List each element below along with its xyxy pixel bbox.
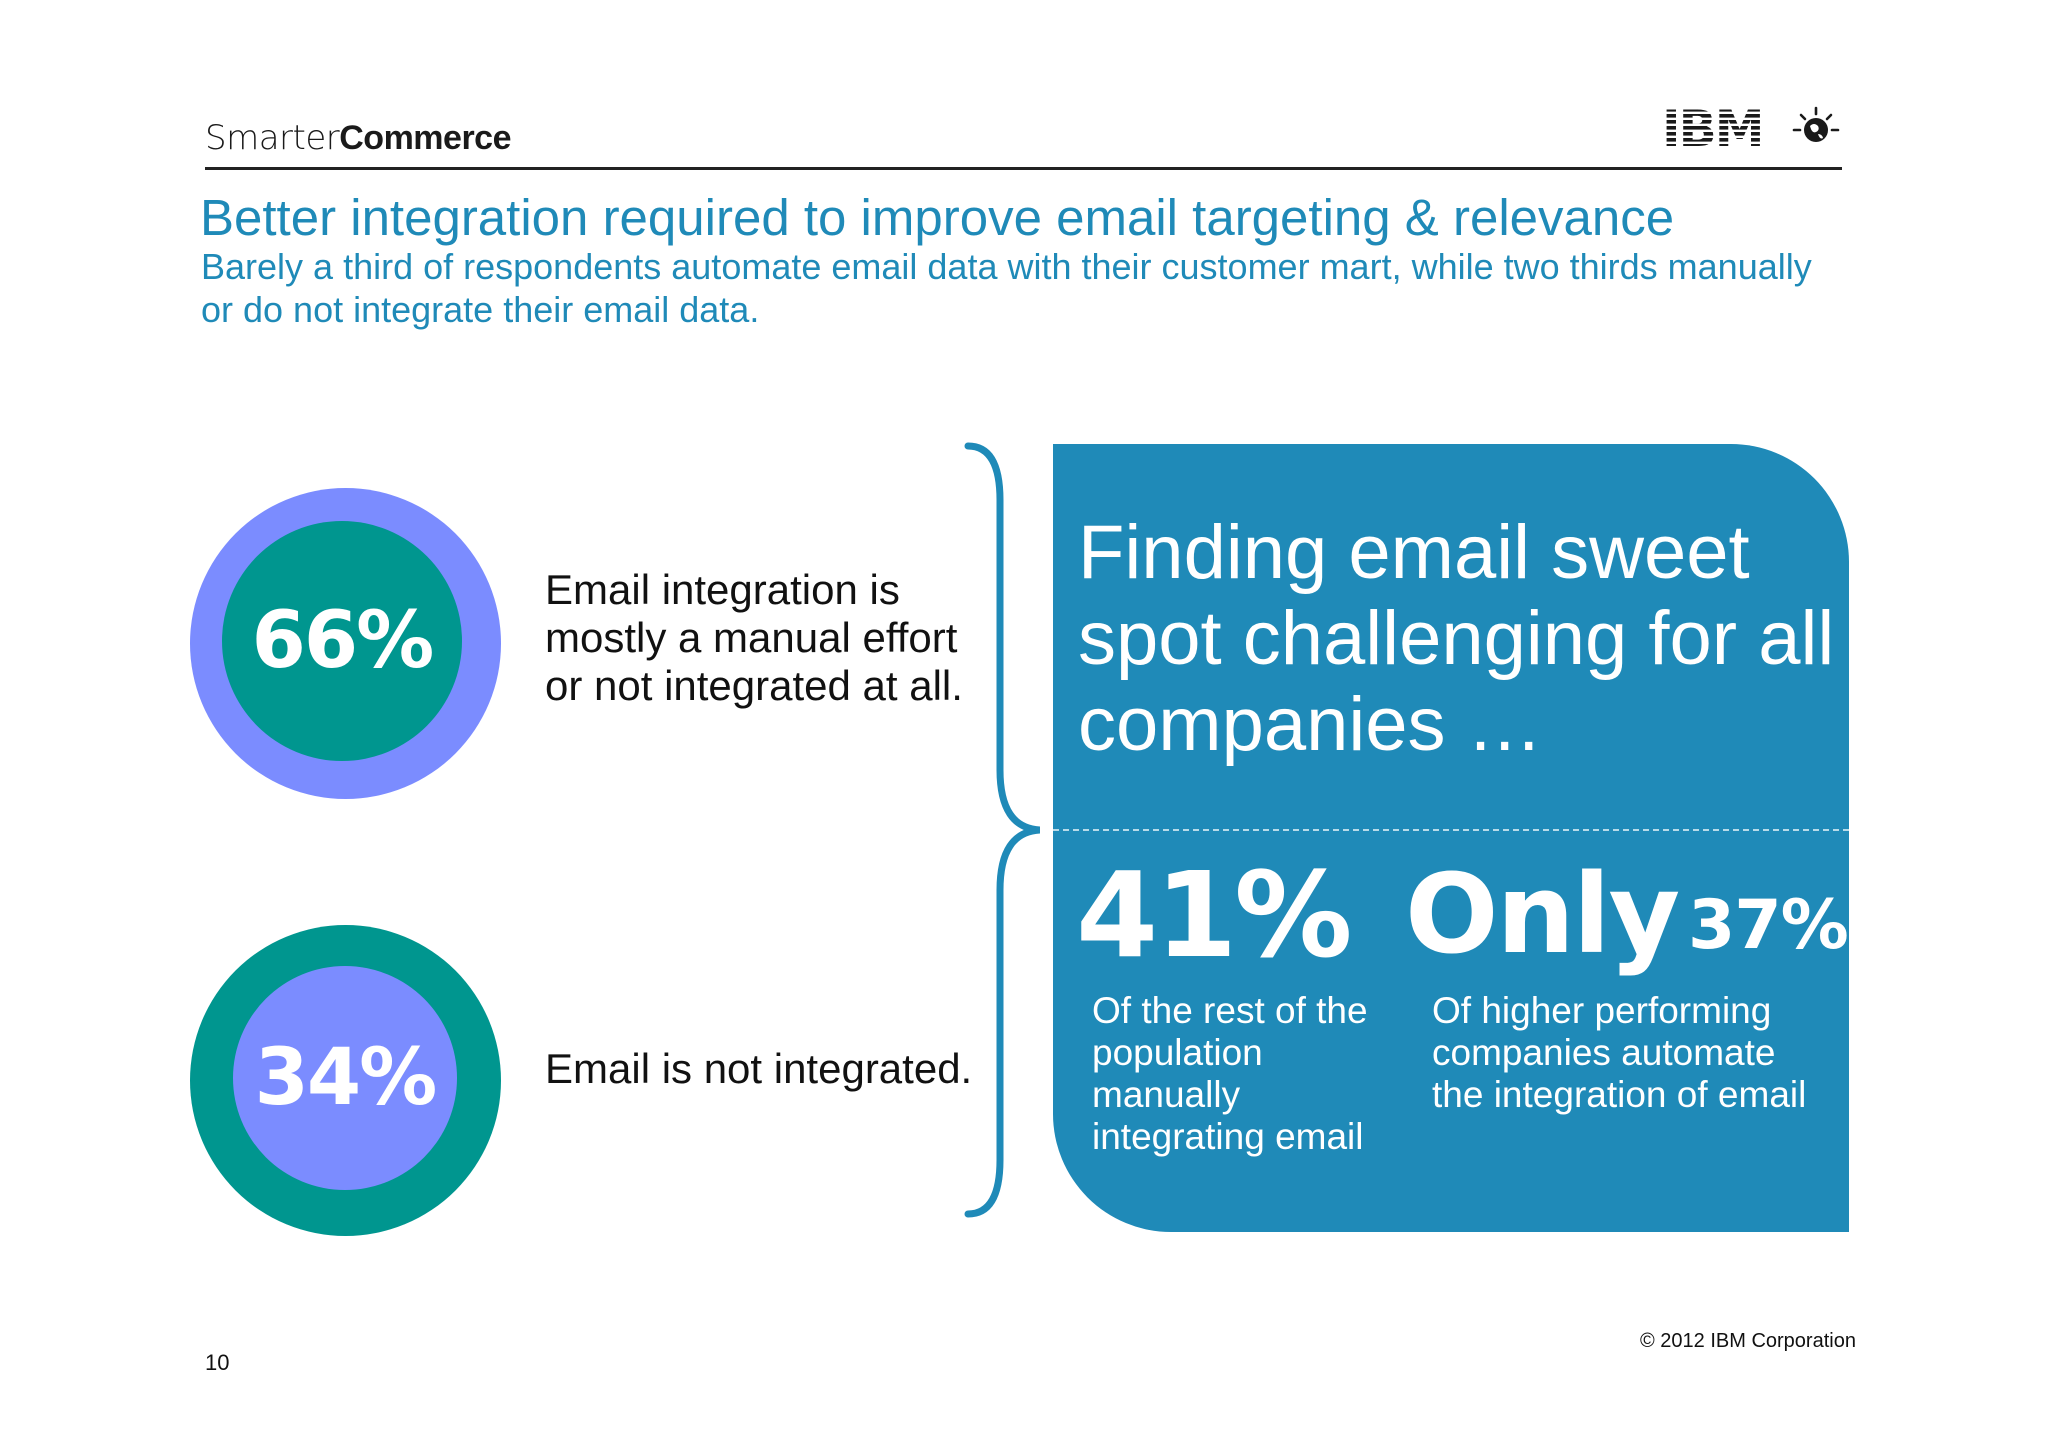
stat-disc-66: 66% [222,521,462,761]
panel-stat-41: 41% [1076,846,1352,984]
svg-text:IBM: IBM [1662,102,1762,156]
copyright-notice: © 2012 IBM Corporation [1640,1330,1856,1352]
brand-light-text: Smarter [205,118,340,158]
stat-value-34: 34% [254,1033,438,1123]
ibm-logo: IBM [1662,102,1840,156]
stat-description-66: Email integration is mostly a manual eff… [545,566,963,709]
slide-subtitle: Barely a third of respondents automate e… [201,246,1812,330]
panel-stat-41-description: Of the rest of the population manually i… [1092,990,1368,1157]
stat-description-34: Email is not integrated. [545,1045,973,1092]
panel-stat-37: 37% [1688,886,1849,965]
brand-wordmark: SmarterCommerce [205,118,511,158]
smarter-planet-icon [1792,106,1840,142]
panel-stat-37-description: Of higher performing companies automate … [1432,990,1807,1115]
insight-panel [1053,444,1849,1232]
stat-disc-34: 34% [233,966,457,1190]
brand-bold-text: Commerce [339,119,511,157]
curly-brace [964,442,1040,1218]
panel-stat-only: Only [1405,850,1680,978]
page-number: 10 [205,1350,230,1375]
panel-divider [1053,829,1849,831]
slide-title: Better integration required to improve e… [200,189,1675,246]
stat-value-66: 66% [251,596,435,686]
panel-headline: Finding email sweet spot challenging for… [1078,510,1835,767]
header-divider [205,167,1842,170]
